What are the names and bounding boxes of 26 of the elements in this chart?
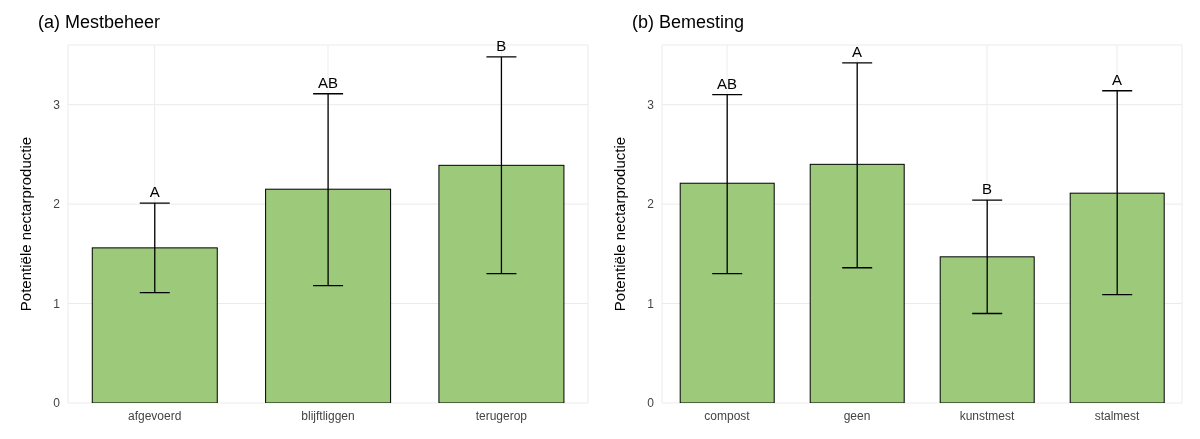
annotation: B xyxy=(496,36,507,54)
chart-title: (b) Bemesting xyxy=(631,11,746,34)
annotation: AB xyxy=(716,74,738,92)
y-tick-label: 3 xyxy=(53,97,61,112)
x-tick-label: stalmest xyxy=(1094,408,1140,423)
y-tick-label: 2 xyxy=(647,197,655,212)
annotation: A xyxy=(1111,70,1123,88)
y-tick-label: 1 xyxy=(53,296,61,311)
annotation: B xyxy=(981,180,993,198)
annotation: A xyxy=(851,42,863,60)
y-tick-label: 1 xyxy=(647,296,655,311)
x-tick-label: afgevoerd xyxy=(127,408,182,423)
x-tick-label: blijftliggen xyxy=(301,408,355,423)
x-tick-label: compost xyxy=(704,408,751,423)
x-tick-label: terugerop xyxy=(475,408,528,423)
y-tick-label: 2 xyxy=(53,197,61,212)
y-tick-label: 0 xyxy=(647,396,655,411)
y-tick-label: 0 xyxy=(53,396,61,411)
x-tick-label: kunstmest xyxy=(959,408,1016,423)
y-axis-title: Potentiële nectarproductie xyxy=(17,136,35,312)
annotation: AB xyxy=(317,73,339,91)
y-tick-label: 3 xyxy=(647,97,655,112)
x-tick-label: geen xyxy=(843,408,871,423)
annotation: A xyxy=(149,183,160,201)
y-axis-title: Potentiële nectarproductie xyxy=(611,136,629,312)
chart-title: (a) Mestbeheer xyxy=(38,12,161,32)
